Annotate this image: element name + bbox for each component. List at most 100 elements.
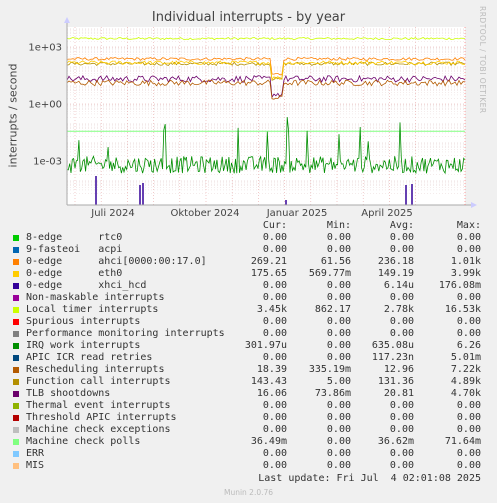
header-max: Max:: [456, 220, 481, 231]
legend-name: 0-edge eth0: [26, 268, 123, 279]
legend-max: 0.00: [456, 460, 481, 471]
legend-max: 0.00: [456, 292, 481, 303]
legend-cur: 0.00: [262, 244, 287, 255]
legend-min: 862.17: [314, 304, 351, 315]
legend-avg: 0.00: [389, 460, 414, 471]
legend-name: Function call interrupts: [26, 376, 171, 387]
axes: [64, 17, 477, 208]
legend-swatch: [13, 379, 19, 385]
legend-name: 8-edge rtc0: [26, 232, 123, 243]
interrupts-chart: 1e+03 1e+00 1e-03 Juli 2024 Oktober 2024 Janu…: [28, 17, 477, 219]
legend-row: 0-edge xhci_hcd 0.00 0.00 6.14u 176.08m: [0, 280, 497, 292]
x-tick-label: Januar 2025: [266, 208, 328, 219]
legend-swatch: [13, 343, 19, 349]
series-line: [66, 36, 466, 41]
legend-avg: 149.19: [377, 268, 414, 279]
legend-cur: 0.00: [262, 460, 287, 471]
legend-swatch: [13, 463, 19, 469]
legend-cur: 0.00: [262, 292, 287, 303]
legend-swatch: [13, 439, 19, 445]
legend-swatch: [13, 259, 19, 265]
legend-row: Threshold APIC interrupts 0.00 0.00 0.00 0.0…: [0, 412, 497, 424]
series-line: [66, 60, 466, 81]
legend-max: 16.53k: [444, 304, 481, 315]
legend-avg: 0.00: [389, 424, 414, 435]
legend-cur: 0.00: [262, 424, 287, 435]
legend-swatch: [13, 235, 19, 241]
legend-row: Spurious interrupts 0.00 0.00 0.00 0.00: [0, 316, 497, 328]
legend-row: Thermal event interrupts 0.00 0.00 0.00 0.00: [0, 400, 497, 412]
legend-avg: 0.00: [389, 328, 414, 339]
legend-min: 0.00: [326, 340, 351, 351]
legend-avg: 0.00: [389, 448, 414, 459]
legend-min: 0.00: [326, 316, 351, 327]
legend-name: Machine check exceptions: [26, 424, 171, 435]
legend-row: APIC ICR read retries 0.00 0.00 117.23n 5.01…: [0, 352, 497, 364]
legend-name: APIC ICR read retries: [26, 352, 153, 363]
legend-row: Non-maskable interrupts 0.00 0.00 0.00 0.00: [0, 292, 497, 304]
legend-avg: 12.96: [383, 364, 414, 375]
legend-avg: 0.00: [389, 292, 414, 303]
legend-name: MIS: [26, 460, 45, 471]
header-min: Min:: [326, 220, 351, 231]
legend-name: 9-fasteoi acpi: [26, 244, 123, 255]
series-line: [66, 79, 466, 100]
legend-avg: 236.18: [377, 256, 414, 267]
x-tick-label: Juli 2024: [90, 208, 134, 219]
legend-swatch: [13, 367, 19, 373]
legend-name: Local timer interrupts: [26, 304, 159, 315]
legend-min: 73.86m: [314, 388, 351, 399]
x-axis-arrow: [471, 202, 477, 208]
legend-name: IRQ work interrupts: [26, 340, 141, 351]
legend-swatch: [13, 415, 19, 421]
legend-avg: 2.78k: [383, 304, 414, 315]
legend-avg: 0.00: [389, 316, 414, 327]
legend-max: 176.08m: [438, 280, 481, 291]
chart-title: Individual interrupts - by year: [151, 10, 346, 25]
legend-min: 0.00: [326, 328, 351, 339]
rrdtool-credit: RRDTOOL / TOBI OETIKER: [478, 6, 487, 114]
legend-cur: 269.21: [250, 256, 287, 267]
legend-cur: 175.65: [250, 268, 287, 279]
legend-min: 0.00: [326, 352, 351, 363]
legend-row: 8-edge rtc0 0.00 0.00 0.00 0.00: [0, 232, 497, 244]
y-tick-label: 1e-03: [33, 157, 62, 168]
legend-cur: 143.43: [250, 376, 287, 387]
header-avg: Avg:: [389, 220, 414, 231]
legend-max: 1.01k: [450, 256, 481, 267]
legend-max: 0.00: [456, 400, 481, 411]
legend-cur: 3.45k: [256, 304, 287, 315]
legend-cur: 18.39: [256, 364, 287, 375]
legend-row: IRQ work interrupts 301.97u 0.00 635.08u 6.2…: [0, 340, 497, 352]
legend-row: Local timer interrupts 3.45k 862.17 2.78k 16…: [0, 304, 497, 316]
legend-row: TLB shootdowns 16.06 73.86m 20.81 4.70k: [0, 388, 497, 400]
legend-header: Cur: Min: Avg: Max:: [0, 220, 497, 232]
legend-cur: 36.49m: [250, 436, 287, 447]
legend-avg: 117.23n: [371, 352, 414, 363]
legend-avg: 0.00: [389, 232, 414, 243]
legend-avg: 20.81: [383, 388, 414, 399]
legend-avg: 36.62m: [377, 436, 414, 447]
legend-min: 0.00: [326, 400, 351, 411]
legend-name: Non-maskable interrupts: [26, 292, 165, 303]
legend-cur: 0.00: [262, 328, 287, 339]
legend-avg: 0.00: [389, 400, 414, 411]
x-tick-label: Oktober 2024: [171, 208, 240, 219]
legend-name: Machine check polls: [26, 436, 141, 447]
legend-cur: 301.97u: [244, 340, 287, 351]
series-line: [66, 117, 466, 175]
footer: Munin 2.0.76: [223, 488, 274, 497]
legend-min: 0.00: [326, 424, 351, 435]
legend-max: 0.00: [456, 424, 481, 435]
legend-avg: 0.00: [389, 244, 414, 255]
legend-row: 0-edge eth0 175.65 569.77m 149.19 3.99k: [0, 268, 497, 280]
legend-swatch: [13, 391, 19, 397]
y-tick-label: 1e+03: [28, 43, 62, 54]
legend-max: 0.00: [456, 328, 481, 339]
legend-name: 0-edge ahci[0000:00:17.0]: [26, 256, 207, 267]
legend-max: 6.26: [456, 340, 481, 351]
legend-max: 71.64m: [444, 436, 481, 447]
series-line: [66, 56, 466, 76]
legend-name: ERR: [26, 448, 45, 459]
legend-cur: 0.00: [262, 352, 287, 363]
